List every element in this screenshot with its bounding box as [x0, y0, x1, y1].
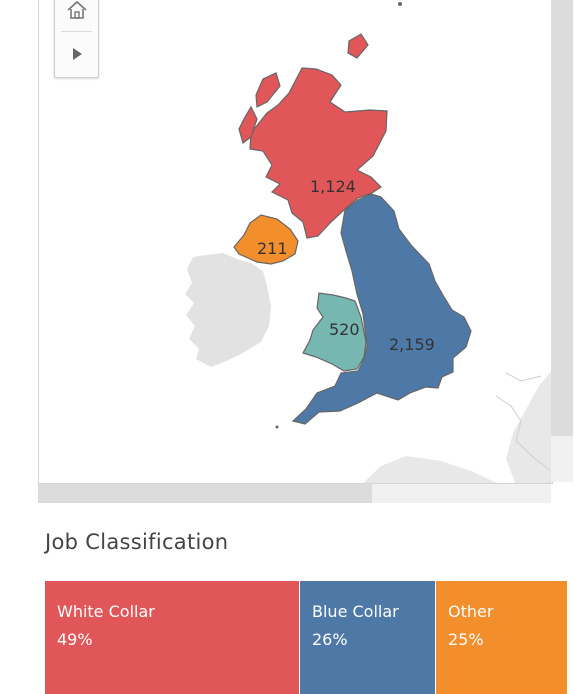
europe-landmass: [506, 370, 552, 483]
isle-dot-north: [398, 2, 402, 6]
horizontal-scrollbar-thumb[interactable]: [38, 484, 372, 503]
vertical-scrollbar-thumb[interactable]: [551, 0, 573, 436]
europe-border: [495, 372, 552, 472]
europe-coast: [363, 456, 497, 483]
tile-percent: 25%: [448, 630, 484, 649]
tile-percent: 49%: [57, 630, 93, 649]
tile-label: Blue Collar: [312, 602, 399, 621]
map-region-wales[interactable]: [302, 292, 367, 372]
ireland-landmass: [185, 253, 271, 367]
job-classification-title: Job Classification: [45, 530, 229, 554]
play-icon: [72, 48, 82, 60]
tile-white-collar[interactable]: White Collar 49%: [44, 580, 300, 694]
uk-map: 1,124 211 520 2,159: [185, 2, 552, 483]
isle-dot: [275, 425, 279, 429]
tile-other[interactable]: Other 25%: [435, 580, 568, 694]
tile-blue-collar[interactable]: Blue Collar 26%: [299, 580, 437, 694]
home-button[interactable]: [55, 0, 98, 29]
map-region-scotland[interactable]: [249, 67, 388, 239]
tile-label: Other: [448, 602, 494, 621]
expand-toolbar-button[interactable]: [55, 35, 98, 73]
map-viewport[interactable]: 1,124 211 520 2,159: [38, 0, 553, 484]
tile-label: White Collar: [57, 602, 155, 621]
map-region-england[interactable]: [291, 193, 472, 425]
map-region-scotland-islands[interactable]: [238, 33, 369, 145]
map-region-northern-ireland[interactable]: [233, 214, 299, 265]
map-label-wales: 520: [329, 320, 360, 339]
map-label-scotland: 1,124: [310, 177, 356, 196]
home-icon: [66, 0, 87, 19]
vertical-scrollbar[interactable]: [551, 0, 573, 482]
map-toolbar: [54, 0, 99, 78]
map-label-england: 2,159: [389, 335, 435, 354]
job-classification-treemap: White Collar 49% Blue Collar 26% Other 2…: [44, 580, 568, 694]
map-label-northern-ireland: 211: [257, 239, 288, 258]
toolbar-divider: [61, 31, 92, 32]
horizontal-scrollbar[interactable]: [38, 484, 551, 503]
tile-percent: 26%: [312, 630, 348, 649]
